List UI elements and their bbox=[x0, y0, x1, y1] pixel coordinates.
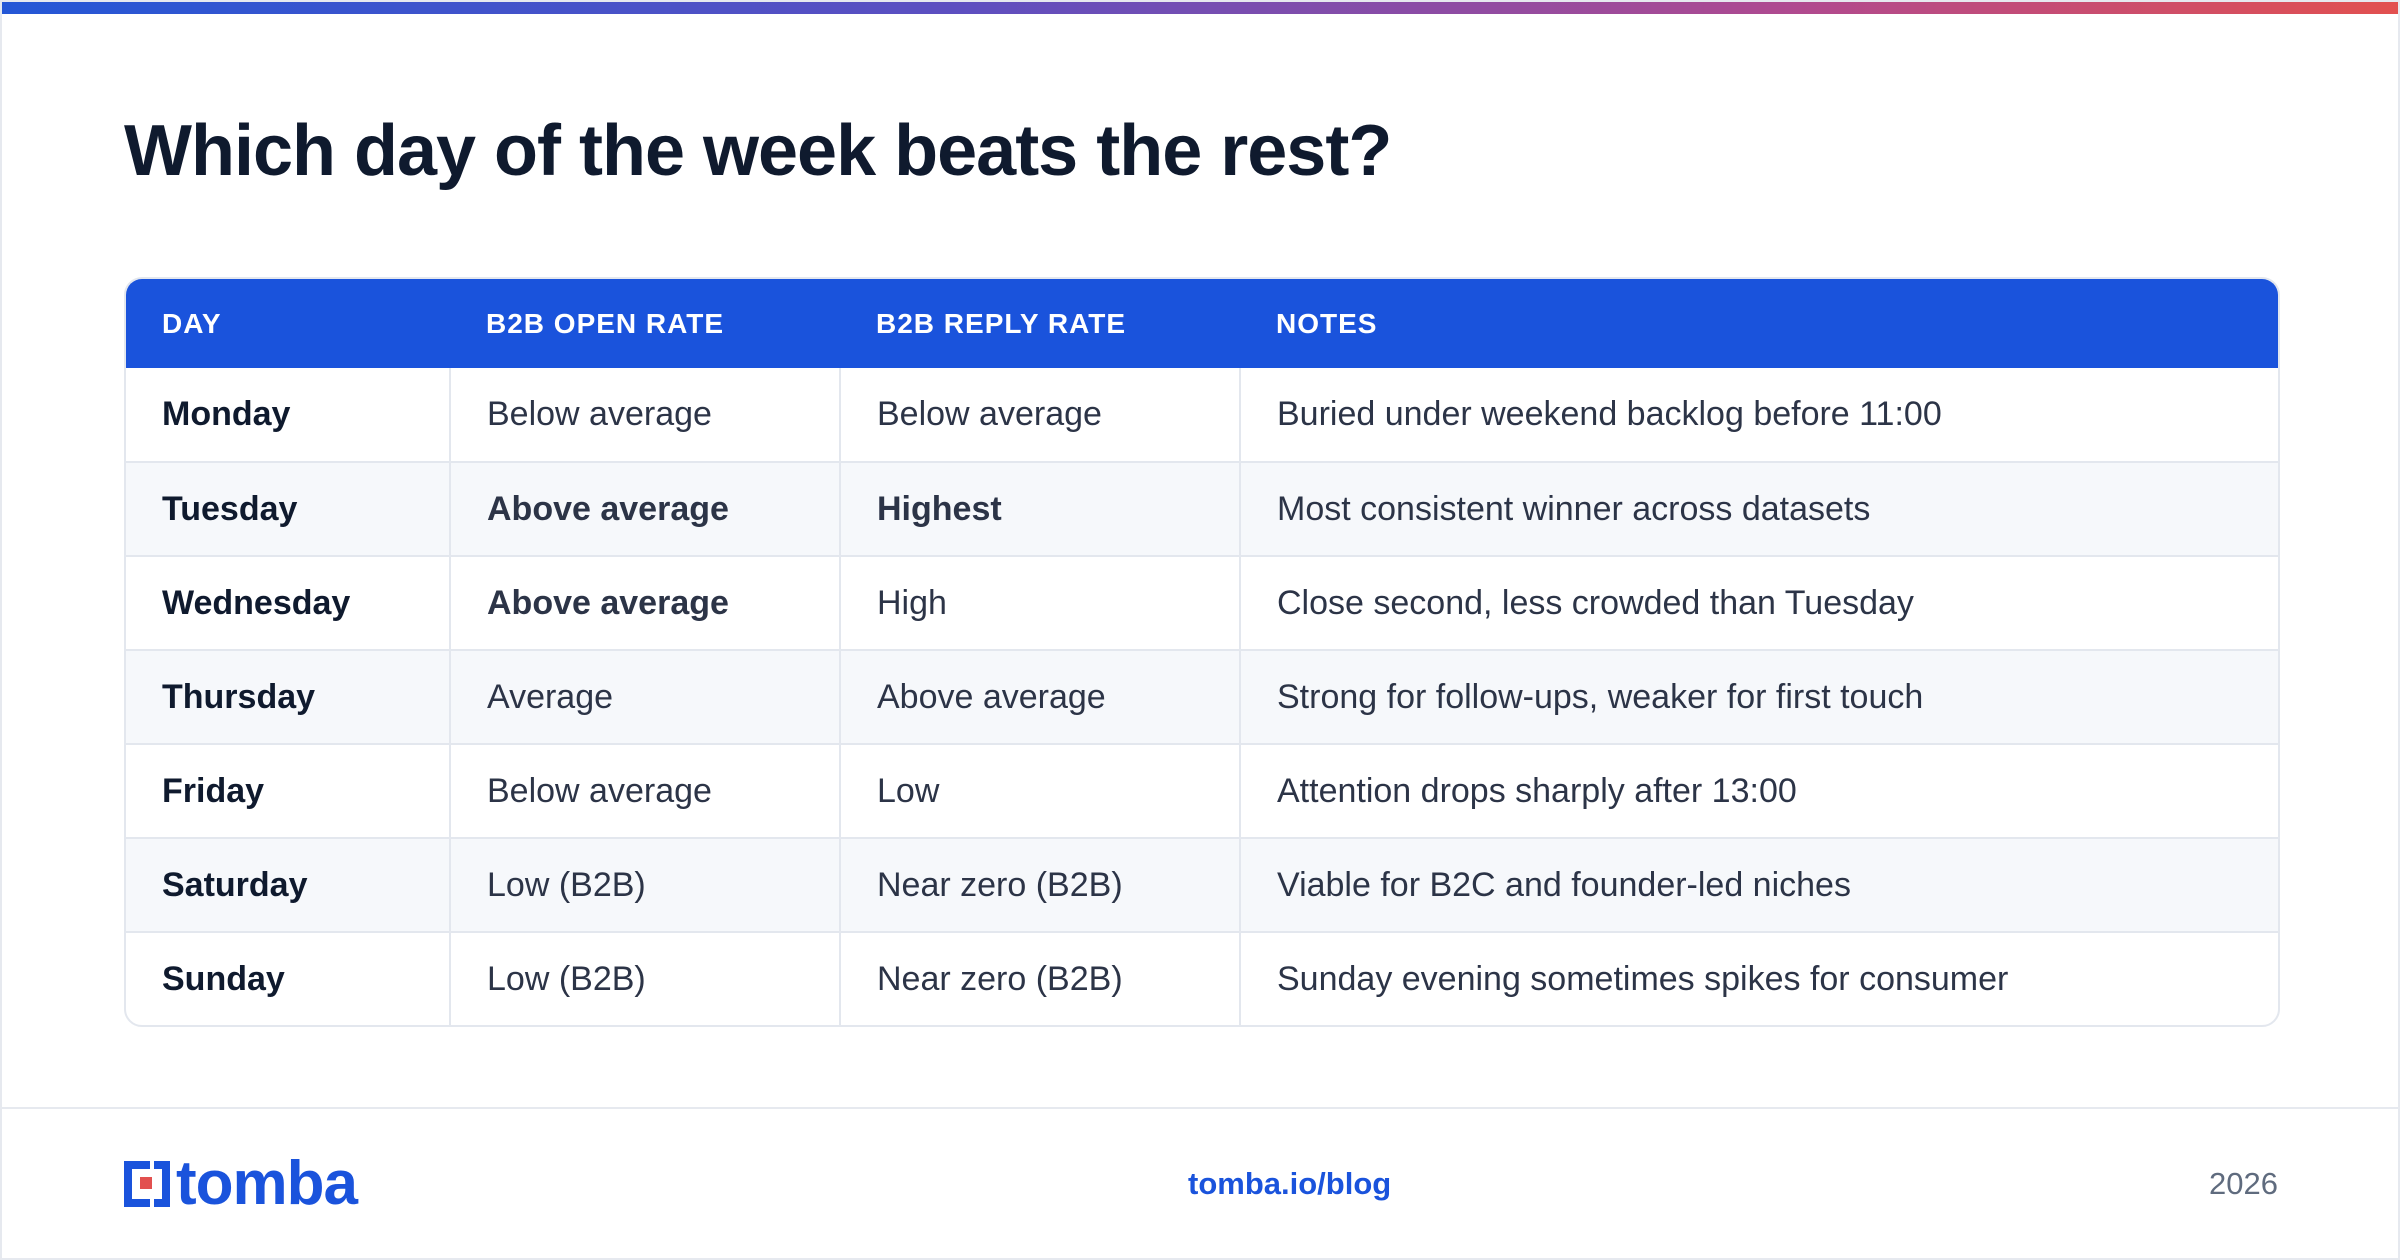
day-cell: Saturday bbox=[126, 837, 450, 932]
notes-cell: Viable for B2C and founder-led niches bbox=[1239, 837, 2278, 932]
notes-cell: Attention drops sharply after 13:00 bbox=[1239, 743, 2278, 838]
reply-rate-cell: Near zero (B2B) bbox=[839, 837, 1240, 932]
day-cell: Sunday bbox=[126, 931, 450, 1025]
notes-cell: Buried under weekend backlog before 11:0… bbox=[1239, 368, 2278, 462]
header-open-rate: B2B OPEN RATE bbox=[486, 307, 725, 339]
blog-link[interactable]: tomba.io/blog bbox=[1188, 1166, 1392, 1201]
header-notes: NOTES bbox=[1276, 307, 1378, 339]
table-row: Tuesday Above average Highest Most consi… bbox=[126, 461, 2278, 556]
reply-rate-cell: Below average bbox=[839, 368, 1240, 462]
footer-divider bbox=[2, 1107, 2398, 1109]
tomba-logo-icon bbox=[124, 1161, 170, 1207]
header-day: DAY bbox=[162, 307, 222, 339]
day-cell: Friday bbox=[126, 743, 450, 838]
notes-cell: Sunday evening sometimes spikes for cons… bbox=[1239, 931, 2278, 1025]
reply-rate-cell: Above average bbox=[839, 649, 1240, 744]
reply-rate-cell: Highest bbox=[839, 461, 1240, 556]
day-cell: Thursday bbox=[126, 649, 450, 744]
open-rate-cell: Above average bbox=[449, 555, 840, 650]
page-title: Which day of the week beats the rest? bbox=[124, 111, 1392, 191]
notes-cell: Close second, less crowded than Tuesday bbox=[1239, 555, 2278, 650]
open-rate-cell: Above average bbox=[449, 461, 840, 556]
day-cell: Wednesday bbox=[126, 555, 450, 650]
table-header-row: DAY B2B OPEN RATE B2B REPLY RATE NOTES bbox=[126, 279, 2278, 368]
top-gradient-bar bbox=[2, 2, 2398, 14]
day-cell: Monday bbox=[162, 395, 291, 433]
table-row: Friday Below average Low Attention drops… bbox=[126, 743, 2278, 838]
notes-cell: Strong for follow-ups, weaker for first … bbox=[1239, 649, 2278, 744]
open-rate-cell: Low (B2B) bbox=[449, 837, 840, 932]
reply-rate-cell: Near zero (B2B) bbox=[839, 931, 1240, 1025]
footer-year: 2026 bbox=[2209, 1166, 2278, 1201]
open-rate-cell: Average bbox=[449, 649, 840, 744]
logo-wordmark: tomba bbox=[176, 1149, 358, 1218]
open-rate-cell: Low (B2B) bbox=[449, 931, 840, 1025]
open-rate-cell: Below average bbox=[449, 368, 840, 462]
tomba-logo[interactable]: tomba bbox=[124, 1149, 358, 1218]
reply-rate-cell: High bbox=[839, 555, 1240, 650]
comparison-table: DAY B2B OPEN RATE B2B REPLY RATE NOTES M… bbox=[124, 277, 2280, 1027]
table-row: Saturday Low (B2B) Near zero (B2B) Viabl… bbox=[126, 837, 2278, 932]
table-row: Thursday Average Above average Strong fo… bbox=[126, 649, 2278, 744]
table-row: Sunday Low (B2B) Near zero (B2B) Sunday … bbox=[126, 931, 2278, 1025]
open-rate-cell: Below average bbox=[449, 743, 840, 838]
table-row: Monday Below average Below average Burie… bbox=[126, 368, 2278, 462]
notes-cell: Most consistent winner across datasets bbox=[1239, 461, 2278, 556]
reply-rate-cell: Low bbox=[839, 743, 1240, 838]
table-row: Wednesday Above average High Close secon… bbox=[126, 555, 2278, 650]
day-cell: Tuesday bbox=[126, 461, 450, 556]
header-reply-rate: B2B REPLY RATE bbox=[876, 307, 1126, 339]
